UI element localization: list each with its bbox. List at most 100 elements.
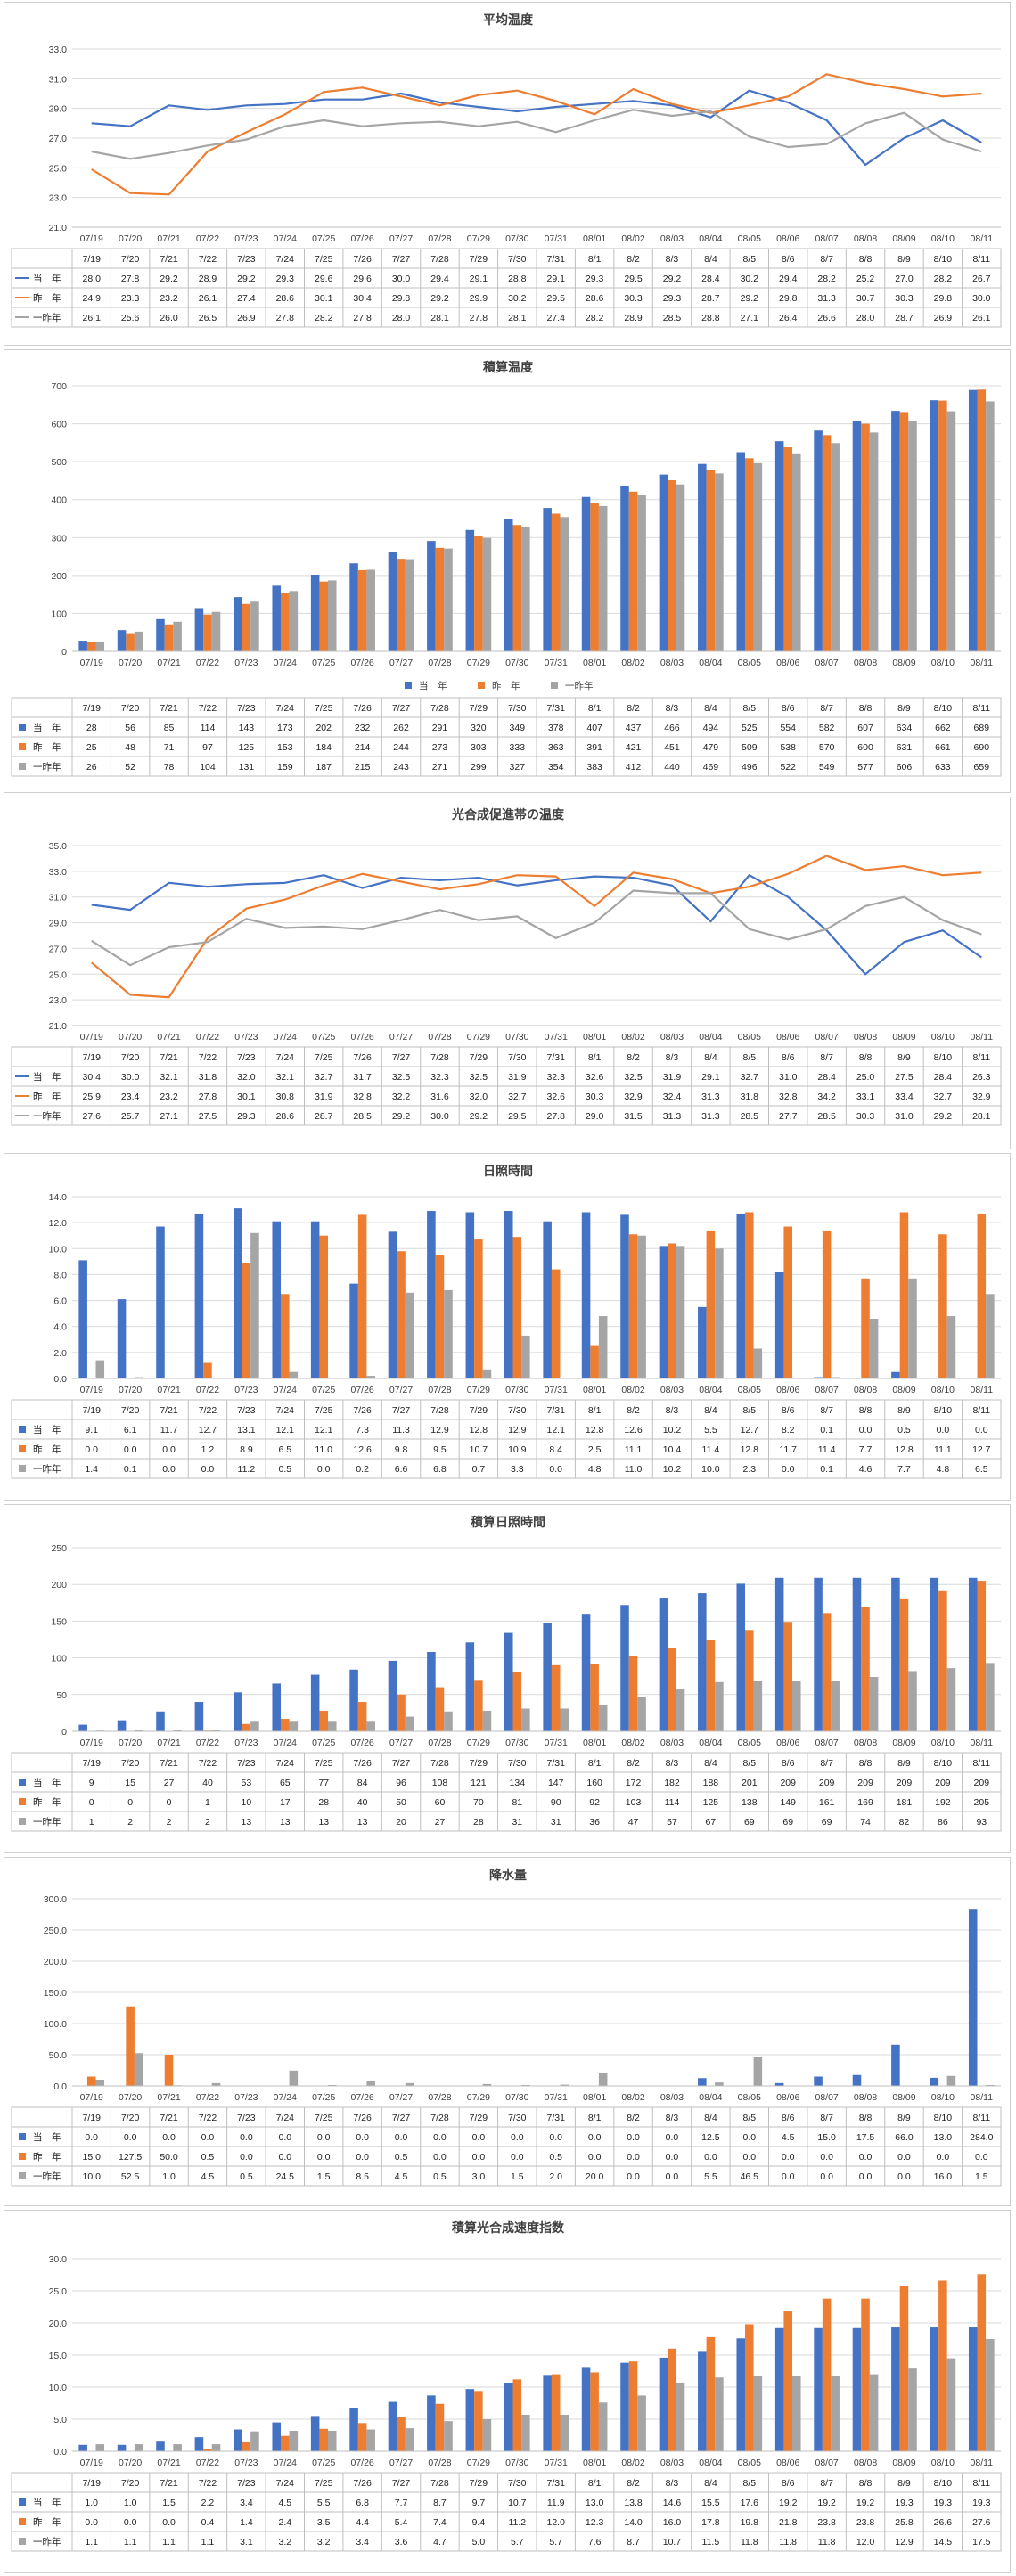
table-value-cell: 134 — [510, 1778, 526, 1788]
bar-last_year — [628, 2361, 638, 2451]
x-tick-label: 08/05 — [738, 2092, 761, 2103]
x-tick-label: 08/10 — [931, 1032, 955, 1043]
bar-current — [620, 485, 629, 651]
bar-two_years — [908, 421, 917, 651]
table-value-cell: 27.8 — [470, 313, 488, 323]
table-value-cell: 28.1 — [508, 313, 527, 323]
table-value-cell: 26.7 — [972, 274, 991, 284]
table-value-cell: 407 — [586, 723, 602, 733]
bar-two_years — [211, 2082, 221, 2086]
table-header-cell: 8/4 — [704, 1758, 717, 1769]
table-value-cell: 32.0 — [470, 1092, 488, 1102]
table-value-cell: 327 — [510, 762, 526, 773]
x-tick-label: 07/30 — [505, 1738, 528, 1748]
table-header-cell: 8/11 — [972, 1758, 990, 1769]
table-value-cell: 11.8 — [779, 2537, 797, 2547]
table-header-cell: 7/19 — [82, 1052, 101, 1063]
bar-two_years — [289, 2070, 299, 2086]
bar-current — [543, 508, 552, 651]
table-value-cell: 0.0 — [820, 2171, 833, 2182]
table-value-cell: 0.0 — [356, 2132, 369, 2143]
bar-two_years — [95, 1360, 105, 1378]
table-value-cell: 27.8 — [199, 1092, 217, 1102]
bar-two_years — [211, 1730, 221, 1731]
table-value-cell: 3.3 — [511, 1464, 524, 1475]
table-value-cell: 19.3 — [972, 2498, 991, 2508]
table-value-cell: 31.3 — [663, 1111, 682, 1122]
table-value-cell: 69 — [822, 1817, 832, 1828]
table-header-cell: 7/31 — [546, 1405, 565, 1416]
table-value-cell: 0.5 — [201, 2152, 215, 2163]
bar-last_year — [861, 423, 870, 651]
series-line-last_year — [91, 73, 982, 196]
x-tick-label: 07/23 — [234, 1738, 258, 1748]
x-tick-label: 07/22 — [196, 2457, 219, 2468]
table-row: 当 年 28 56 85 114 143 173 202 232 262 291 320 349 378 4… — [19, 722, 989, 733]
bar-last_year — [745, 1630, 754, 1731]
table-header-cell: 7/24 — [276, 703, 295, 714]
table-value-cell: 1.5 — [511, 2171, 524, 2182]
bar-two_years — [715, 2082, 724, 2086]
table-value-cell: 30.0 — [430, 1111, 449, 1122]
chart-svg: 積算光合成速度指数 30.0 25.0 20.0 15.0 10.0 5.0 0.0 07/19… — [11, 2220, 1002, 2552]
table-value-cell: 0.0 — [666, 2132, 679, 2143]
y-tick-label: 29.0 — [49, 104, 68, 115]
table-header-cell: 8/5 — [742, 254, 756, 265]
table-value-cell: 9.5 — [433, 1444, 447, 1455]
bar-last_year — [281, 2435, 290, 2451]
bar-two_years — [134, 1730, 143, 1731]
x-tick-label: 07/19 — [80, 1385, 103, 1395]
table-value-cell: 29.3 — [586, 274, 604, 284]
table-value-cell: 8.5 — [356, 2171, 369, 2182]
bar-two_years — [598, 1316, 608, 1378]
table-header-cell: 8/5 — [742, 1758, 756, 1769]
x-tick-label: 08/03 — [660, 233, 684, 244]
bar-current — [968, 1577, 978, 1731]
table-header-cell: 8/9 — [897, 2478, 911, 2489]
table-value-cell: 0.0 — [124, 1444, 137, 1455]
table-value-cell: 7.7 — [859, 1444, 873, 1455]
table-row: 当 年 1.0 1.0 1.5 2.2 3.4 4.5 5.5 6.8 7.7 8.7 9.7 10.7… — [19, 2497, 991, 2508]
table-value-cell: 30.2 — [508, 293, 527, 304]
table-value-cell: 30.3 — [856, 1111, 875, 1122]
table-value-cell: 1.1 — [124, 2537, 137, 2547]
bar-current — [272, 1683, 282, 1731]
table-series-name: 当 年 — [33, 2131, 61, 2143]
table-value-cell: 0.0 — [859, 1425, 873, 1435]
table-value-cell: 31.3 — [817, 293, 836, 304]
table-series-name: 当 年 — [33, 1777, 61, 1788]
table-value-cell: 23.2 — [160, 293, 178, 304]
table-header-cell: 7/26 — [353, 2113, 372, 2123]
table-value-cell: 0.0 — [782, 1464, 795, 1475]
table-value-cell: 0.0 — [240, 2132, 253, 2143]
bar-current — [310, 1221, 320, 1378]
table-header-cell: 7/23 — [237, 1052, 256, 1063]
x-tick-label: 08/05 — [738, 1738, 761, 1748]
table-value-cell: 607 — [857, 723, 873, 733]
bar-current — [78, 1260, 87, 1378]
table-value-cell: 0.1 — [124, 1464, 137, 1475]
table-header-cell: 7/20 — [121, 2113, 140, 2123]
table-header-cell: 8/1 — [588, 1405, 602, 1416]
table-series-name: 一昨年 — [33, 761, 61, 773]
table-value-cell: 209 — [857, 1778, 873, 1788]
table-value-cell: 0.0 — [472, 2152, 486, 2163]
chart-title: 日照時間 — [483, 1164, 533, 1178]
x-tick-label: 07/25 — [312, 1032, 335, 1043]
bar-two_years — [482, 2419, 492, 2451]
table-value-cell: 4.5 — [782, 2132, 795, 2143]
x-tick-label: 07/30 — [505, 2457, 528, 2468]
table-value-cell: 12.8 — [586, 1425, 604, 1435]
table-value-cell: 30.4 — [353, 293, 372, 304]
table-header-cell: 8/3 — [666, 2113, 679, 2123]
bar-current — [156, 618, 165, 651]
table-value-cell: 299 — [471, 762, 487, 773]
bar-two_years — [831, 2376, 840, 2451]
bar-current — [543, 1221, 552, 1378]
table-value-cell: 29.1 — [470, 274, 488, 284]
x-tick-label: 08/04 — [699, 1385, 722, 1395]
table-header-cell: 7/26 — [353, 254, 372, 265]
chart-panel: 積算光合成速度指数 30.0 25.0 20.0 15.0 10.0 5.0 0.0 07/19… — [4, 2210, 1011, 2573]
y-tick-label: 2.0 — [53, 1348, 67, 1359]
table-value-cell: 11.2 — [238, 1464, 256, 1475]
